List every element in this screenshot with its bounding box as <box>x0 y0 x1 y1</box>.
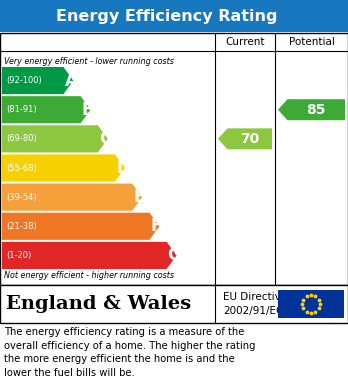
Text: G: G <box>168 246 181 264</box>
Polygon shape <box>2 154 125 181</box>
Text: 85: 85 <box>307 103 326 117</box>
Text: Energy Efficiency Rating: Energy Efficiency Rating <box>56 9 278 23</box>
Text: (1-20): (1-20) <box>6 251 31 260</box>
Polygon shape <box>2 67 73 94</box>
Polygon shape <box>2 183 142 211</box>
Text: EU Directive
2002/91/EC: EU Directive 2002/91/EC <box>223 292 287 316</box>
Text: (55-68): (55-68) <box>6 163 37 172</box>
Text: (39-54): (39-54) <box>6 193 37 202</box>
Text: (69-80): (69-80) <box>6 135 37 143</box>
Bar <box>0 0 348 32</box>
Text: B: B <box>82 101 94 119</box>
Polygon shape <box>218 128 272 149</box>
Text: (21-38): (21-38) <box>6 222 37 231</box>
Bar <box>278 291 344 317</box>
Text: C: C <box>99 130 111 148</box>
Text: Very energy efficient - lower running costs: Very energy efficient - lower running co… <box>4 57 174 66</box>
Text: Current: Current <box>225 37 265 47</box>
Polygon shape <box>2 96 90 123</box>
Text: 70: 70 <box>240 132 259 146</box>
Text: D: D <box>116 159 130 177</box>
Text: The energy efficiency rating is a measure of the
overall efficiency of a home. T: The energy efficiency rating is a measur… <box>4 327 255 378</box>
Text: (92-100): (92-100) <box>6 76 42 85</box>
Text: (81-91): (81-91) <box>6 105 37 114</box>
Text: A: A <box>64 72 77 90</box>
Polygon shape <box>2 242 177 269</box>
Text: E: E <box>133 188 145 206</box>
Text: Potential: Potential <box>288 37 334 47</box>
Text: F: F <box>150 217 162 235</box>
Text: Not energy efficient - higher running costs: Not energy efficient - higher running co… <box>4 271 174 280</box>
Text: England & Wales: England & Wales <box>6 295 191 313</box>
Bar <box>0 285 348 323</box>
Bar <box>0 33 348 285</box>
Polygon shape <box>2 213 159 240</box>
Polygon shape <box>2 125 108 152</box>
Polygon shape <box>278 99 345 120</box>
